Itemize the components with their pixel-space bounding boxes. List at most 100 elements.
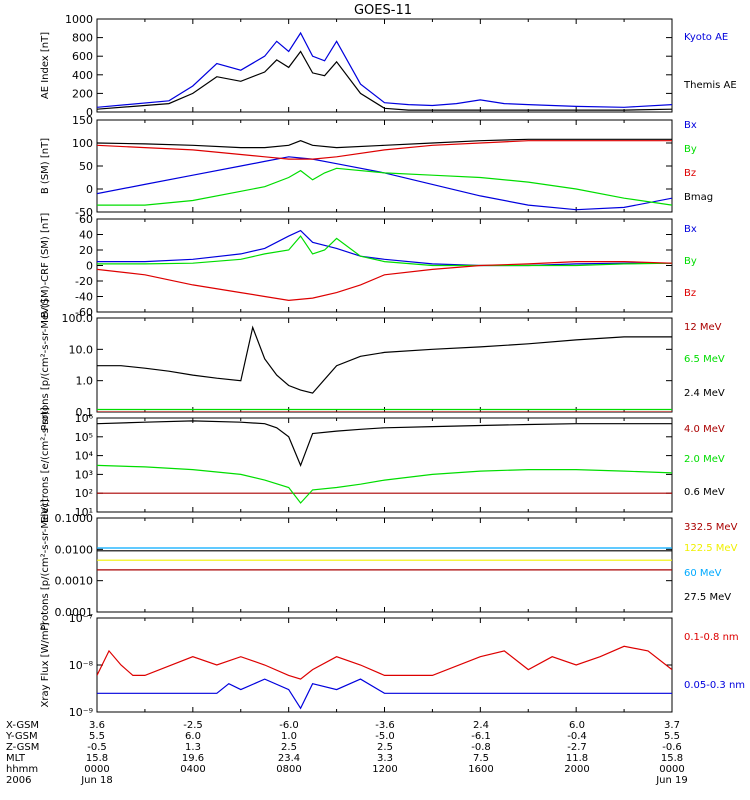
- footer-value: 0000: [659, 764, 684, 775]
- y-tick-label: 0.1: [76, 406, 94, 419]
- y-axis-label: Electrons [e/(cm²-s-sr)]: [40, 407, 51, 523]
- legend-label: 12 MeV: [684, 322, 722, 333]
- series-line-ae-1: [97, 50, 672, 111]
- footer-row-label: hhmm: [6, 764, 38, 775]
- footer-value: 5.5: [89, 731, 105, 742]
- legend-label: By: [684, 144, 697, 155]
- legend-label: Bz: [684, 288, 696, 299]
- y-tick-label: 150: [72, 114, 93, 127]
- footer-value: 3.3: [377, 753, 393, 764]
- legend-label: 0.05-0.3 nm: [684, 680, 745, 691]
- y-axis-label: B (SM) [nT]: [40, 138, 51, 194]
- footer-value: 23.4: [278, 753, 300, 764]
- footer-value: 2.5: [281, 742, 297, 753]
- footer-value: -5.0: [375, 731, 395, 742]
- y-tick-label: 0: [86, 260, 93, 273]
- footer-value: 5.5: [664, 731, 680, 742]
- legend-label: 27.5 MeV: [684, 592, 731, 603]
- series-line-bdiff-2: [97, 261, 672, 302]
- footer-value: 0400: [180, 764, 205, 775]
- orbit-footer: X-GSM 3.6 -2.5 -6.0 -3.6 2.4 6.0 3.7 Y-GSM 5.5 6.0…: [5, 720, 688, 786]
- panel-ae: 0 200 400 600 800 1000 AE Index [nT] Kyoto AE Th…: [40, 13, 737, 119]
- y-tick-label: 1.0: [76, 375, 94, 388]
- y-tick-label: 200: [72, 87, 93, 100]
- series-line-bdiff-0: [97, 229, 672, 267]
- y-tick-label: 50: [79, 160, 93, 173]
- series-line-bdiff-1: [97, 235, 672, 267]
- legend-label: 6.5 MeV: [684, 354, 725, 365]
- legend-label: Bz: [684, 168, 696, 179]
- panel-xray: 10⁻⁹ 10⁻⁸ 10⁻⁷ Xray Flux [W/m²] 0.1-0.8 nm 0.…: [40, 612, 745, 719]
- footer-value: -0.4: [567, 731, 587, 742]
- footer-row-label: Y-GSM: [5, 731, 38, 742]
- legend-label: 332.5 MeV: [684, 522, 738, 533]
- panel-bsm: -50 0 50 100 150 B (SM) [nT] Bx By Bz Bmag: [40, 114, 713, 219]
- plot-title: GOES-11: [354, 3, 412, 18]
- y-axis-label: AE Index [nT]: [40, 32, 51, 99]
- footer-value: 15.8: [661, 753, 683, 764]
- series-line-bsm-3: [97, 138, 672, 149]
- panel-protons_high: 0.0001 0.0010 0.0100 0.1000 Protons [p/(cm²-…: [40, 499, 738, 631]
- y-axis-label: Protons [p/(cm²-s-sr-MeV)]: [40, 499, 51, 631]
- panel-frame: [96, 517, 673, 613]
- series-line-ae-0: [97, 31, 672, 108]
- y-tick-label: 60: [79, 213, 93, 226]
- y-tick-label: 10⁶: [75, 412, 94, 425]
- panel-electrons: 10¹ 10² 10³ 10⁴ 10⁵ 10⁶ Electrons [e/(cm²-s-sr…: [40, 407, 725, 523]
- footer-row-label: MLT: [6, 753, 26, 764]
- legend-label: 2.0 MeV: [684, 454, 725, 465]
- series-group: [97, 420, 672, 504]
- y-tick-label: 0: [86, 106, 93, 119]
- y-tick-label: 0.1000: [55, 512, 94, 525]
- legend-label: 122.5 MeV: [684, 543, 738, 554]
- series-line-bsm-2: [97, 140, 672, 160]
- footer-value: Jun 19: [655, 775, 688, 786]
- y-tick-label: 10¹: [75, 506, 93, 519]
- series-group: [97, 547, 672, 571]
- footer-value: -0.5: [87, 742, 107, 753]
- y-tick-label: -40: [75, 291, 93, 304]
- footer-value: 6.0: [569, 720, 585, 731]
- footer-value: -6.1: [471, 731, 491, 742]
- panel-frame: [96, 617, 673, 713]
- footer-value: 1600: [468, 764, 493, 775]
- y-tick-label: 0.0001: [55, 606, 94, 619]
- footer-value: Jun 18: [80, 775, 113, 786]
- y-tick-label: 10²: [75, 487, 93, 500]
- footer-value: -3.6: [375, 720, 395, 731]
- y-tick-label: 10⁻⁹: [69, 706, 93, 719]
- footer-value: 1.0: [281, 731, 297, 742]
- footer-value: 6.0: [185, 731, 201, 742]
- legend-label: Kyoto AE: [684, 32, 728, 43]
- y-tick-label: 10³: [75, 468, 93, 481]
- y-tick-label: 40: [79, 229, 93, 242]
- series-group: [97, 325, 672, 412]
- legend-label: Bx: [684, 224, 697, 235]
- footer-value: -0.6: [662, 742, 682, 753]
- footer-value: -0.8: [471, 742, 491, 753]
- footer-value: 0800: [276, 764, 301, 775]
- footer-row-label: Z-GSM: [6, 742, 39, 753]
- legend-label: 4.0 MeV: [684, 424, 725, 435]
- y-tick-label: 10⁻⁸: [69, 659, 94, 672]
- y-tick-label: 20: [79, 244, 93, 257]
- y-axis-label: B (SM)-CRF (SM) [nT]: [40, 213, 51, 319]
- legend-label: 0.1-0.8 nm: [684, 632, 739, 643]
- panel-frame: [96, 317, 673, 413]
- series-group: [97, 229, 672, 302]
- y-tick-label: -60: [75, 306, 93, 319]
- footer-value: 19.6: [182, 753, 204, 764]
- series-line-bsm-0: [97, 156, 672, 211]
- footer-value: 2.5: [377, 742, 393, 753]
- footer-value: 0000: [84, 764, 109, 775]
- y-axis-label: Protons [p/(cm²-s-sr-MeV)]: [40, 299, 51, 431]
- footer-value: 2000: [564, 764, 589, 775]
- legend-label: 2.4 MeV: [684, 388, 725, 399]
- y-tick-label: 1000: [65, 13, 93, 26]
- series-line-protons_low-2: [97, 325, 672, 394]
- panel-frame: [96, 417, 673, 513]
- footer-value: 3.6: [89, 720, 105, 731]
- y-tick-label: 800: [72, 32, 93, 45]
- footer-value: 1.3: [185, 742, 201, 753]
- footer-row-label: 2006: [6, 775, 31, 786]
